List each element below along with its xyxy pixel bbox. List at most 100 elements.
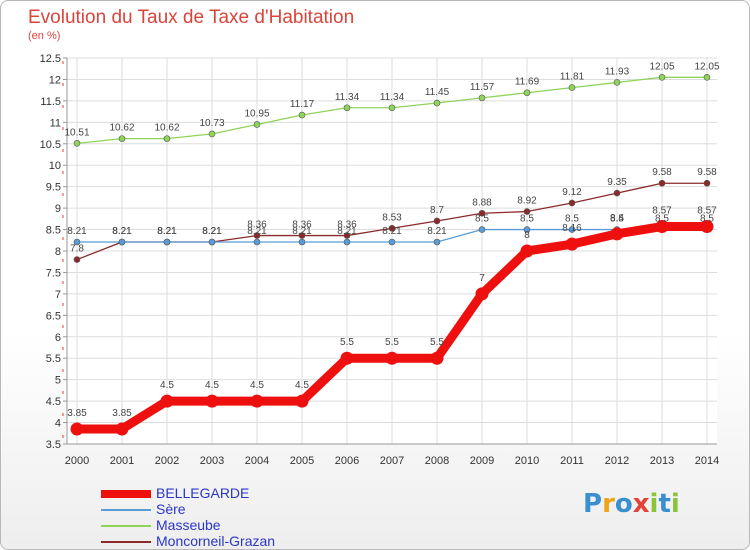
data-point: [70, 422, 84, 436]
data-label: 8.88: [472, 197, 492, 208]
data-label: 8.21: [382, 226, 402, 237]
data-label: 11.57: [470, 82, 495, 93]
x-tick-label: 2010: [515, 455, 539, 467]
y-tick-label: 6.5: [46, 310, 61, 322]
y-tick-label: 12: [49, 74, 61, 86]
x-tick-label: 2007: [380, 455, 404, 467]
data-label: 4.5: [205, 380, 219, 391]
data-label: 8.21: [247, 226, 267, 237]
data-point: [340, 351, 354, 365]
data-point: [73, 238, 81, 246]
data-label: 9.58: [652, 167, 672, 178]
legend-swatch: [101, 509, 151, 511]
data-point: [163, 135, 171, 142]
data-label: 10.73: [199, 118, 224, 129]
data-label: 8.36: [247, 220, 267, 231]
data-label: 8.21: [112, 226, 132, 237]
y-tick-label: 7: [55, 289, 61, 301]
data-point: [343, 104, 351, 112]
data-label: 8.5: [610, 214, 624, 225]
data-point: [388, 238, 396, 246]
data-label: 8.21: [112, 226, 132, 237]
data-point: [388, 224, 396, 232]
data-point: [433, 238, 441, 246]
data-point: [343, 232, 351, 239]
data-point: [523, 226, 531, 233]
y-tick-label: 10: [49, 160, 61, 172]
data-label: 8.7: [430, 205, 444, 216]
data-label: 8.21: [67, 226, 87, 237]
data-point: [523, 208, 531, 215]
logo-letter: i: [649, 489, 659, 519]
data-label: 8.21: [202, 226, 222, 237]
x-tick-label: 2001: [110, 455, 134, 467]
data-label: 10.62: [109, 123, 134, 134]
legend-label: Sère: [156, 501, 186, 517]
data-point: [565, 237, 579, 251]
y-tick-label: 11: [50, 117, 61, 129]
data-label: 8.4: [610, 213, 624, 224]
data-point: [658, 179, 666, 187]
data-label: 10.62: [154, 123, 179, 134]
data-label: 8: [524, 230, 530, 241]
logo-letter: r: [602, 489, 615, 519]
data-point: [388, 104, 396, 112]
data-label: 8.57: [697, 206, 717, 217]
data-label: 8.57: [652, 206, 672, 217]
x-tick-label: 2003: [200, 455, 224, 467]
data-label: 3.85: [67, 408, 87, 419]
data-label: 11.81: [560, 72, 585, 83]
x-tick-label: 2013: [650, 455, 674, 467]
data-label: 8.5: [565, 214, 579, 225]
data-label: 8.53: [382, 212, 402, 223]
data-point: [520, 244, 534, 258]
data-label: 9.12: [562, 187, 582, 198]
series-layer: [70, 74, 714, 436]
data-point: [253, 232, 261, 239]
data-label: 8.5: [655, 214, 669, 225]
data-point: [610, 227, 624, 241]
data-point: [478, 209, 486, 217]
y-tick-label: 5.5: [46, 353, 61, 365]
logo-letter: P: [583, 489, 603, 519]
data-label: 7: [479, 273, 485, 284]
chart-subtitle: (en %): [28, 30, 61, 42]
x-tick-label: 2000: [65, 455, 89, 467]
data-point: [700, 220, 714, 234]
y-tick-label: 3.5: [46, 439, 61, 451]
data-point: [208, 238, 216, 246]
data-label: 7.8: [70, 244, 84, 255]
data-point: [703, 74, 711, 81]
data-point: [73, 256, 81, 263]
data-label: 11.17: [290, 99, 315, 110]
data-label: 4.5: [295, 380, 309, 391]
x-tick-label: 2008: [425, 455, 449, 467]
data-label: 8.21: [157, 226, 177, 237]
legend-swatch: [101, 525, 151, 527]
data-point: [475, 287, 489, 301]
data-label: 8.36: [292, 220, 312, 231]
logo-letter: x: [632, 489, 650, 519]
x-tick-label: 2012: [605, 455, 629, 467]
y-tick-label: 8: [55, 246, 61, 258]
data-label: 5.5: [430, 337, 444, 348]
data-label: 4.5: [160, 380, 174, 391]
y-tick-label: 7.5: [46, 267, 61, 279]
data-point: [298, 111, 306, 119]
data-point: [298, 232, 306, 239]
y-tick-label: 4.5: [46, 396, 61, 408]
data-label: 9.35: [607, 177, 627, 188]
data-point: [385, 351, 399, 365]
data-point: [478, 226, 486, 233]
data-point: [433, 217, 441, 225]
data-label: 10.51: [64, 127, 89, 138]
data-label: 12.05: [649, 61, 674, 72]
y-tick-label: 11.5: [40, 96, 61, 108]
data-label: 9.58: [697, 167, 717, 178]
y-tick-label: 8.5: [46, 225, 61, 237]
data-point: [295, 394, 309, 408]
data-label: 3.85: [112, 408, 132, 419]
data-labels: 10.51 10.62 10.62 10.73 10.95 11.17 11.34 11.34…: [64, 61, 719, 419]
data-point: [433, 99, 441, 107]
data-point: [343, 238, 351, 246]
